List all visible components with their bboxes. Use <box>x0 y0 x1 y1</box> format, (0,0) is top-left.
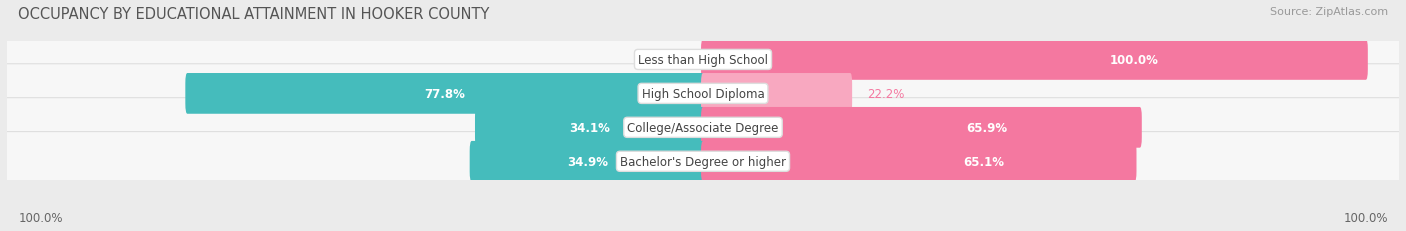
FancyBboxPatch shape <box>4 31 1402 90</box>
Text: Source: ZipAtlas.com: Source: ZipAtlas.com <box>1270 7 1388 17</box>
FancyBboxPatch shape <box>702 107 1142 148</box>
FancyBboxPatch shape <box>470 141 704 182</box>
Text: 100.0%: 100.0% <box>18 211 63 224</box>
FancyBboxPatch shape <box>4 65 1402 123</box>
Text: College/Associate Degree: College/Associate Degree <box>627 121 779 134</box>
Text: 100.0%: 100.0% <box>1109 54 1159 67</box>
Text: 34.9%: 34.9% <box>567 155 607 168</box>
Text: 100.0%: 100.0% <box>1343 211 1388 224</box>
FancyBboxPatch shape <box>702 40 1368 80</box>
FancyBboxPatch shape <box>4 132 1402 191</box>
Text: OCCUPANCY BY EDUCATIONAL ATTAINMENT IN HOOKER COUNTY: OCCUPANCY BY EDUCATIONAL ATTAINMENT IN H… <box>18 7 489 22</box>
FancyBboxPatch shape <box>186 74 704 114</box>
Text: 22.2%: 22.2% <box>866 88 904 100</box>
Text: 65.9%: 65.9% <box>966 121 1008 134</box>
FancyBboxPatch shape <box>4 98 1402 157</box>
Text: Less than High School: Less than High School <box>638 54 768 67</box>
Text: 65.1%: 65.1% <box>963 155 1004 168</box>
Text: High School Diploma: High School Diploma <box>641 88 765 100</box>
FancyBboxPatch shape <box>475 107 704 148</box>
Text: 77.8%: 77.8% <box>425 88 465 100</box>
FancyBboxPatch shape <box>702 141 1136 182</box>
Text: 34.1%: 34.1% <box>569 121 610 134</box>
FancyBboxPatch shape <box>702 74 852 114</box>
Text: 0.0%: 0.0% <box>657 54 686 67</box>
Text: Bachelor's Degree or higher: Bachelor's Degree or higher <box>620 155 786 168</box>
